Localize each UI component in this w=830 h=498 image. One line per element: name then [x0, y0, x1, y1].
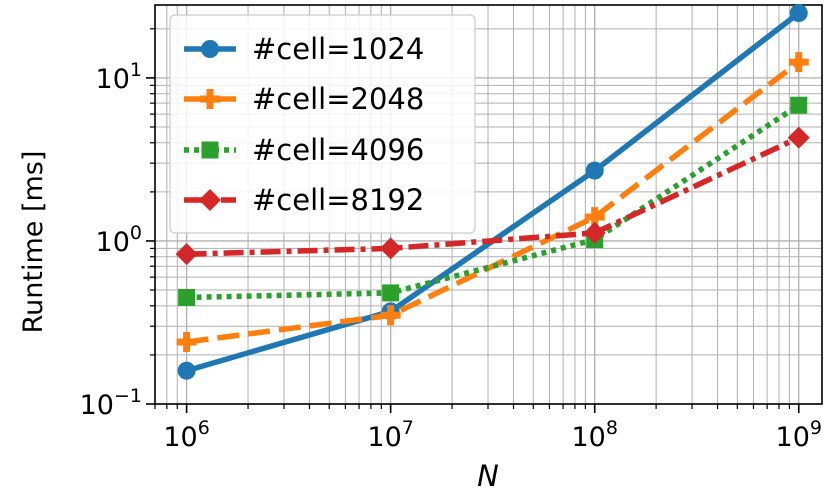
- x-axis-label: N: [477, 459, 499, 493]
- x-tick-label: 108: [571, 417, 617, 453]
- data-point-cell-1024: [585, 161, 604, 180]
- legend-label: #cell=2048: [252, 82, 424, 116]
- data-point-cell-2048: [380, 305, 401, 326]
- series-cell-2048: [176, 52, 809, 353]
- data-point-cell-4096: [382, 284, 400, 302]
- legend-box: [169, 14, 476, 234]
- y-axis-label: Runtime [ms]: [18, 151, 49, 334]
- plot-frame: [154, 4, 823, 405]
- y-tick-label: 101: [96, 59, 142, 95]
- data-point-cell-4096: [790, 96, 808, 114]
- legend-item-cell-4096: #cell=4096: [184, 133, 424, 167]
- legend-marker: [201, 40, 219, 58]
- x-tick-label: 109: [776, 417, 822, 453]
- data-point-cell-4096: [178, 288, 196, 306]
- data-point-cell-1024: [177, 361, 196, 380]
- legend-marker: [199, 189, 221, 211]
- y-tick-label: 100: [96, 222, 142, 258]
- legend-item-cell-8192: #cell=8192: [184, 183, 424, 217]
- series-cell-8192: [175, 126, 810, 266]
- data-point-cell-8192: [379, 237, 402, 260]
- legend-item-cell-1024: #cell=1024: [184, 32, 424, 66]
- data-point-cell-8192: [175, 243, 198, 266]
- legend-item-cell-2048: #cell=2048: [184, 82, 424, 116]
- series-line-cell-8192: [186, 135, 800, 257]
- x-tick-label: 107: [367, 417, 413, 453]
- y-tick-label: 10−1: [80, 385, 142, 421]
- legend-marker: [200, 89, 220, 109]
- series-line-cell-2048: [186, 59, 801, 345]
- legend-label: #cell=4096: [252, 133, 424, 167]
- axes: 106 107 108 109 10−1 100 101: [80, 4, 823, 453]
- legend-label: #cell=1024: [252, 32, 424, 66]
- data-point-cell-2048: [584, 207, 605, 228]
- series-line-cell-4096: [186, 102, 801, 301]
- series-lines: [175, 4, 810, 380]
- series-cell-4096: [178, 96, 808, 306]
- data-point-cell-2048: [788, 52, 809, 73]
- data-point-cell-2048: [176, 332, 197, 353]
- legend: #cell=1024 #cell=2048 #cell=4096 #cell=8192: [169, 14, 476, 234]
- data-point-cell-8192: [583, 221, 606, 244]
- legend-label: #cell=8192: [252, 183, 424, 217]
- data-point-cell-8192: [787, 126, 810, 149]
- data-point-cell-1024: [789, 4, 808, 23]
- x-tick-label: 106: [163, 417, 209, 453]
- legend-marker: [201, 141, 219, 159]
